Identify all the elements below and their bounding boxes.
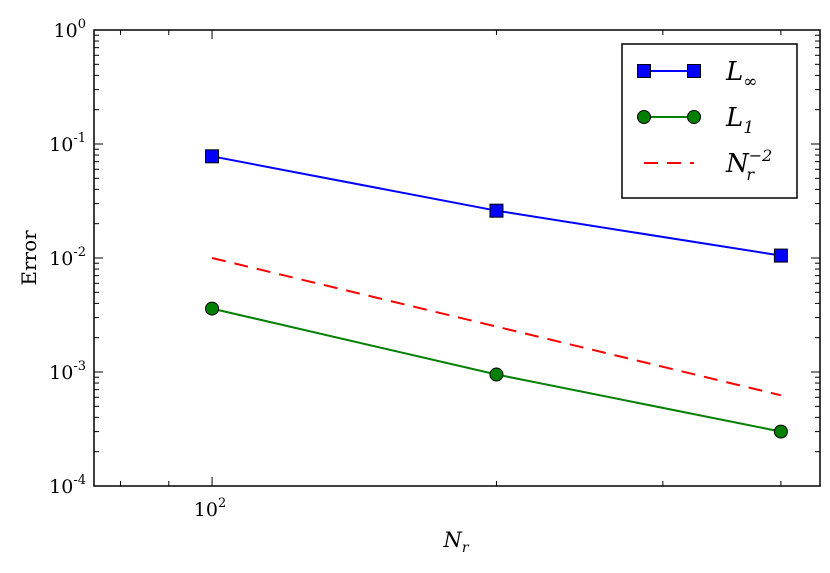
y-tick-label: 10-3: [49, 359, 86, 384]
data-point-square: [489, 203, 504, 218]
x-tick-label: 102: [194, 496, 226, 521]
legend-box: [621, 43, 798, 199]
y-tick-label: 100: [54, 17, 86, 42]
legend-marker-square: [637, 64, 651, 78]
x-axis-title-base: N: [442, 528, 462, 552]
legend-marker-circle: [687, 110, 701, 124]
legend-label: N−2 r: [725, 146, 772, 184]
x-axis-title-sub: r: [462, 540, 470, 556]
data-point-circle: [489, 367, 504, 382]
legend-label: L1: [725, 103, 754, 138]
data-point-square: [205, 149, 220, 164]
legend-marker-square: [687, 64, 701, 78]
x-axis-title: Nr: [442, 528, 469, 556]
y-tick-label: 10-4: [49, 473, 86, 498]
data-point-circle: [205, 301, 220, 316]
series-line-2: [211, 257, 782, 397]
y-tick-label: 10-2: [49, 245, 86, 270]
data-point-circle: [773, 424, 788, 439]
legend: L∞ L1 N−2 r: [621, 43, 798, 199]
data-series: [205, 149, 788, 439]
data-point-square: [773, 248, 788, 263]
legend-marker-circle: [637, 110, 651, 124]
y-tick-label: 10-1: [49, 131, 86, 156]
legend-label: L∞: [725, 57, 757, 92]
axis-ticks: 10-4 10-3 10-2 10-1 100 102: [49, 17, 820, 521]
y-axis-title: Error: [17, 230, 41, 286]
